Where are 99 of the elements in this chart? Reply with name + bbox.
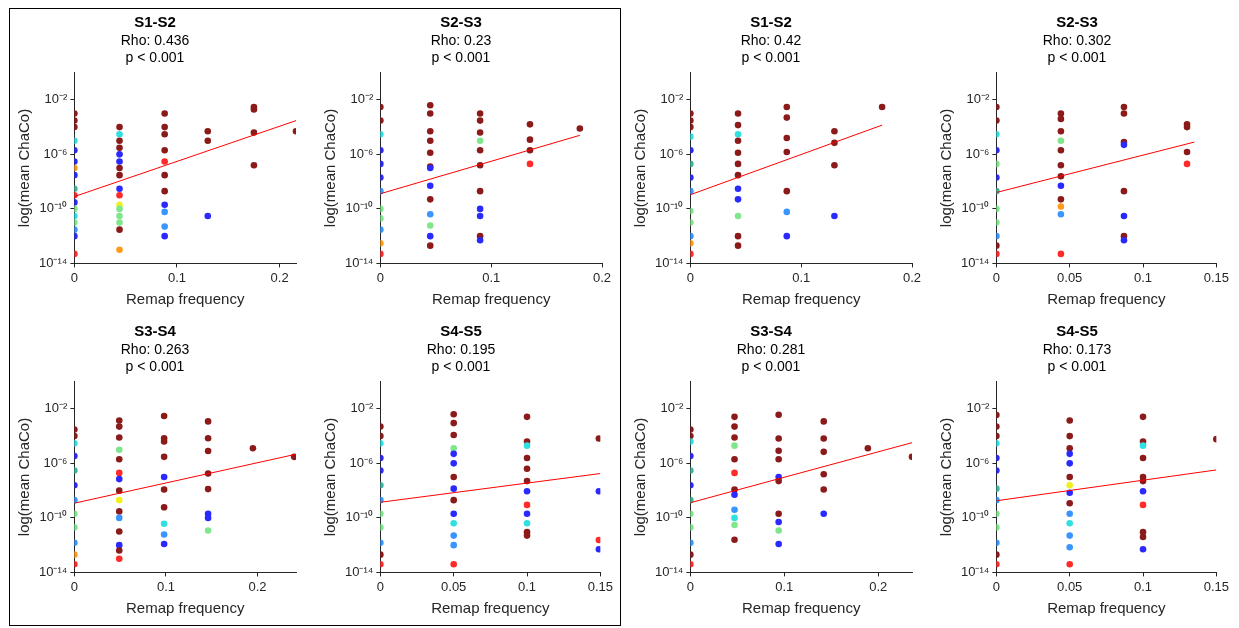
y-tick-label: 10⁻¹⁴	[655, 254, 684, 270]
chart-title: S2-S3	[440, 13, 482, 31]
x-tick-label: 0.2	[248, 578, 267, 594]
x-tick-label: 0.1	[792, 269, 811, 285]
y-axis-title: log(mean ChaCo)	[321, 108, 339, 228]
text: Rho: 0.23	[430, 32, 492, 49]
y-tick-label: 10⁻¹⁰	[961, 509, 990, 525]
x-tick-label: 0.05	[1057, 269, 1083, 285]
x-axis-title: Remap frequency	[1047, 290, 1167, 308]
y-tick-label: 10⁻¹⁴	[345, 254, 374, 270]
x-tick-label: 0.2	[270, 269, 289, 285]
y-tick-label: 10⁻²	[350, 400, 375, 416]
y-tick-label: 10⁻⁶	[659, 454, 684, 470]
text: Rho: 0.42	[740, 32, 802, 49]
chart-title: S1-S2	[750, 13, 792, 31]
text: p < 0.001	[431, 358, 491, 375]
x-tick-label: 0.1	[517, 578, 537, 594]
text: Rho: 0.263	[120, 341, 190, 358]
y-tick-label: 10⁻¹⁰	[345, 200, 374, 216]
chart-title: S4-S5	[440, 322, 482, 340]
y-axis-title: log(mean ChaCo)	[631, 417, 649, 537]
x-tick-label: 0	[376, 578, 384, 594]
y-tick-label: 10⁻¹⁴	[961, 563, 990, 579]
y-tick-label: 10⁻¹⁴	[345, 563, 374, 579]
text: p < 0.001	[125, 358, 185, 375]
x-tick-label: 0.2	[902, 269, 922, 285]
x-axis-title: Remap frequency	[1047, 599, 1167, 617]
y-tick-label: 10⁻⁶	[965, 145, 990, 161]
x-axis-title: Remap frequency	[741, 599, 861, 617]
x-tick-label: 0.1	[1133, 578, 1153, 594]
y-tick-label: 10⁻¹⁰	[961, 200, 990, 216]
x-tick-label: 0.2	[869, 578, 888, 594]
x-tick-label: 0.05	[1057, 578, 1083, 594]
x-axis-title: Remap frequency	[125, 599, 245, 617]
y-axis-title: log(mean ChaCo)	[937, 108, 955, 228]
text: p < 0.001	[741, 358, 801, 375]
x-axis-title: Remap frequency	[431, 599, 551, 617]
x-tick-label: 0	[992, 269, 1000, 285]
y-tick-label: 10⁻²	[966, 400, 991, 416]
y-tick-label: 10⁻²	[44, 400, 69, 416]
text: Rho: 0.195	[426, 341, 496, 358]
y-tick-label: 10⁻¹⁴	[39, 254, 68, 270]
x-tick-label: 0.2	[592, 269, 612, 285]
text: Rho: 0.173	[1042, 341, 1112, 358]
y-tick-label: 10⁻²	[660, 91, 685, 107]
y-tick-label: 10⁻²	[660, 400, 685, 416]
y-tick-label: 10⁻⁶	[965, 454, 990, 470]
chart-title: S3-S4	[750, 322, 793, 340]
text: Rho: 0.302	[1042, 32, 1112, 49]
y-tick-label: 10⁻⁶	[43, 145, 68, 161]
y-tick-label: 10⁻¹⁴	[961, 254, 990, 270]
x-tick-label: 0	[686, 578, 694, 594]
text: p < 0.001	[1047, 358, 1107, 375]
y-tick-label: 10⁻⁶	[43, 454, 68, 470]
x-tick-label: 0.05	[441, 578, 467, 594]
text: Rho: 0.281	[736, 341, 806, 358]
y-tick-label: 10⁻⁶	[659, 145, 684, 161]
x-tick-label: 0	[70, 578, 78, 594]
y-tick-label: 10⁻²	[44, 91, 69, 107]
y-tick-label: 10⁻¹⁰	[39, 509, 68, 525]
y-tick-label: 10⁻¹⁴	[39, 563, 68, 579]
x-tick-label: 0.1	[156, 578, 175, 594]
y-tick-label: 10⁻²	[350, 91, 375, 107]
x-tick-label: 0.15	[587, 578, 614, 594]
x-tick-label: 0.1	[482, 269, 501, 285]
y-axis-title: log(mean ChaCo)	[321, 417, 339, 537]
x-tick-label: 0.1	[167, 269, 187, 285]
text: p < 0.001	[431, 49, 491, 66]
x-tick-label: 0.1	[1133, 269, 1153, 285]
text: p < 0.001	[741, 49, 801, 66]
x-axis-title: Remap frequency	[125, 290, 245, 308]
y-tick-label: 10⁻¹⁰	[655, 200, 684, 216]
chart-title: S2-S3	[1056, 13, 1098, 31]
chart-title: S4-S5	[1056, 322, 1098, 340]
chart-title: S1-S2	[134, 13, 176, 31]
chart-title: S3-S4	[134, 322, 177, 340]
y-tick-label: 10⁻⁶	[349, 454, 374, 470]
text: p < 0.001	[125, 49, 185, 66]
text: p < 0.001	[1047, 49, 1107, 66]
y-tick-label: 10⁻⁶	[349, 145, 374, 161]
x-tick-label: 0	[70, 269, 78, 285]
y-axis-title: log(mean ChaCo)	[937, 417, 955, 537]
x-tick-label: 0.15	[1203, 578, 1230, 594]
y-tick-label: 10⁻¹⁰	[39, 200, 68, 216]
x-tick-label: 0	[992, 578, 1000, 594]
y-tick-label: 10⁻¹⁰	[345, 509, 374, 525]
y-tick-label: 10⁻¹⁴	[655, 563, 684, 579]
x-tick-label: 0	[376, 269, 384, 285]
y-axis-title: log(mean ChaCo)	[631, 108, 649, 228]
x-tick-label: 0.15	[1203, 269, 1230, 285]
y-axis-title: log(mean ChaCo)	[15, 108, 33, 228]
y-tick-label: 10⁻²	[966, 91, 991, 107]
y-axis-title: log(mean ChaCo)	[15, 417, 33, 537]
y-tick-label: 10⁻¹⁰	[655, 509, 684, 525]
x-axis-title: Remap frequency	[741, 290, 861, 308]
x-axis-title: Remap frequency	[431, 290, 551, 308]
x-tick-label: 0	[686, 269, 694, 285]
text: Rho: 0.436	[120, 32, 190, 49]
x-tick-label: 0.1	[775, 578, 794, 594]
